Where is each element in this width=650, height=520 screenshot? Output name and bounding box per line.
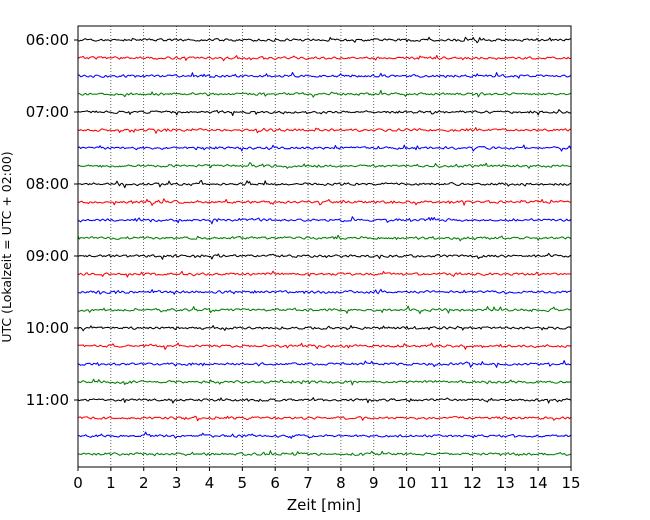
x-tick-label: 5 <box>238 474 248 492</box>
x-tick-label: 1 <box>106 474 116 492</box>
x-tick-label: 2 <box>139 474 149 492</box>
y-tick-label: 07:00 <box>26 103 69 121</box>
x-axis-label: Zeit [min] <box>287 496 361 514</box>
x-tick-label: 10 <box>397 474 416 492</box>
seismic-trace <box>77 431 572 439</box>
x-tick-label: 4 <box>205 474 215 492</box>
seismic-trace <box>77 144 572 152</box>
x-tick-label: 3 <box>172 474 182 492</box>
seismic-trace <box>77 288 571 295</box>
seismic-trace <box>77 378 571 386</box>
seismic-trace <box>77 342 571 350</box>
x-tick-label: 15 <box>561 474 580 492</box>
seismic-trace <box>77 450 571 457</box>
seismic-trace <box>77 270 571 278</box>
x-axis-ticks: 0 1 2 3 4 5 6 7 8 9 10 11 12 13 14 15 <box>73 467 581 492</box>
x-tick-label: 6 <box>270 474 280 492</box>
x-tick-label: 12 <box>463 474 482 492</box>
seismic-trace <box>77 397 571 404</box>
y-tick-label: 09:00 <box>26 247 69 265</box>
seismic-trace <box>77 360 571 368</box>
x-tick-label: 14 <box>529 474 548 492</box>
y-tick-label: 10:00 <box>26 319 69 337</box>
seismic-trace <box>77 216 572 225</box>
seismic-trace <box>77 179 572 189</box>
y-axis-ticks: 06:00 07:00 08:00 09:00 10:00 11:00 <box>26 31 78 409</box>
seismic-trace <box>77 162 571 169</box>
seismic-traces <box>77 36 572 457</box>
x-tick-label: 9 <box>369 474 379 492</box>
seismic-trace <box>77 198 571 206</box>
x-tick-label: 13 <box>496 474 515 492</box>
seismic-trace <box>77 234 572 242</box>
seismic-trace <box>77 127 571 134</box>
y-tick-label: 08:00 <box>26 175 69 193</box>
seismic-trace <box>77 305 571 315</box>
seismic-trace <box>77 252 572 260</box>
y-tick-label: 06:00 <box>26 31 69 49</box>
y-tick-label: 11:00 <box>26 391 69 409</box>
seismic-trace <box>77 36 571 44</box>
seismic-trace <box>77 415 572 422</box>
x-tick-label: 11 <box>430 474 449 492</box>
seismic-trace <box>77 325 572 332</box>
seismic-trace <box>77 54 571 62</box>
x-tick-label: 8 <box>336 474 346 492</box>
plot-frame <box>77 25 572 468</box>
x-tick-label: 0 <box>73 474 83 492</box>
y-axis-label: UTC (Lokalzeit = UTC + 02:00) <box>0 151 14 342</box>
seismic-trace <box>77 109 571 117</box>
seismic-trace <box>77 89 571 98</box>
x-tick-label: 7 <box>303 474 313 492</box>
seismic-trace <box>77 71 571 79</box>
